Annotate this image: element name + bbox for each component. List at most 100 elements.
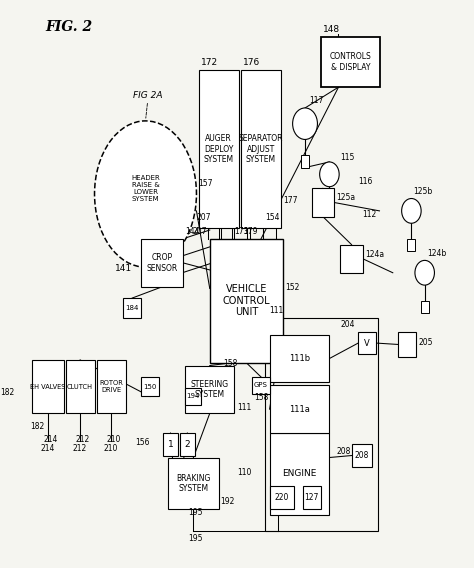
Text: 156: 156 bbox=[136, 438, 150, 447]
Text: 212: 212 bbox=[76, 435, 90, 444]
Text: 111b: 111b bbox=[289, 354, 310, 363]
Circle shape bbox=[401, 198, 421, 223]
Bar bbox=[66, 360, 94, 414]
Bar bbox=[340, 245, 363, 273]
Text: 214: 214 bbox=[41, 444, 55, 453]
Bar bbox=[398, 332, 416, 357]
Bar bbox=[301, 155, 309, 168]
Text: FIG 2A: FIG 2A bbox=[133, 91, 163, 100]
Text: VEHICLE
CONTROL
UNIT: VEHICLE CONTROL UNIT bbox=[222, 284, 270, 318]
Text: 194: 194 bbox=[186, 394, 200, 399]
Text: 110: 110 bbox=[237, 467, 252, 477]
Text: 127: 127 bbox=[304, 493, 319, 502]
Text: 111: 111 bbox=[237, 403, 252, 412]
Circle shape bbox=[415, 260, 435, 285]
Text: 212: 212 bbox=[73, 444, 87, 453]
Bar bbox=[303, 486, 320, 509]
Text: 172: 172 bbox=[201, 59, 218, 68]
Text: 152: 152 bbox=[285, 283, 300, 293]
Text: 220: 220 bbox=[274, 493, 289, 502]
Text: 116: 116 bbox=[358, 177, 373, 186]
Bar bbox=[326, 202, 333, 215]
Text: 124b: 124b bbox=[427, 249, 446, 257]
Text: 192: 192 bbox=[220, 497, 234, 506]
Bar bbox=[33, 360, 64, 414]
Text: 204: 204 bbox=[340, 320, 355, 329]
Text: 208: 208 bbox=[336, 446, 350, 456]
Bar bbox=[185, 388, 201, 405]
Text: 117: 117 bbox=[310, 96, 324, 105]
Circle shape bbox=[319, 162, 339, 187]
Bar bbox=[199, 70, 238, 228]
Text: BRAKING
SYSTEM: BRAKING SYSTEM bbox=[176, 474, 210, 494]
Text: 124a: 124a bbox=[365, 250, 384, 258]
Text: 207: 207 bbox=[196, 213, 211, 222]
Text: CROP
SENSOR: CROP SENSOR bbox=[146, 253, 178, 273]
Bar bbox=[210, 239, 283, 363]
Text: 111a: 111a bbox=[289, 404, 310, 414]
Bar bbox=[163, 433, 178, 456]
Text: 157: 157 bbox=[199, 179, 213, 189]
Text: AUGER
DEPLOY
SYSTEM: AUGER DEPLOY SYSTEM bbox=[203, 134, 234, 164]
Bar bbox=[141, 377, 159, 396]
Text: 154: 154 bbox=[265, 213, 280, 222]
Text: 195: 195 bbox=[189, 534, 203, 543]
Text: 182: 182 bbox=[0, 389, 15, 398]
Text: 1: 1 bbox=[168, 440, 173, 449]
Text: CONTROLS
& DISPLAY: CONTROLS & DISPLAY bbox=[329, 52, 371, 72]
Text: FIG. 2: FIG. 2 bbox=[46, 20, 93, 34]
Text: STEERING
SYSTEM: STEERING SYSTEM bbox=[191, 380, 229, 399]
Text: V: V bbox=[364, 339, 370, 348]
Text: 150: 150 bbox=[143, 383, 156, 390]
Text: 158: 158 bbox=[254, 393, 268, 402]
Bar bbox=[312, 189, 334, 216]
Text: 179: 179 bbox=[243, 227, 257, 236]
Text: 208: 208 bbox=[355, 451, 369, 460]
Text: 125b: 125b bbox=[414, 187, 433, 196]
Text: 158: 158 bbox=[223, 360, 237, 369]
Bar bbox=[241, 70, 281, 228]
Text: 112: 112 bbox=[363, 210, 377, 219]
Bar bbox=[352, 444, 372, 467]
Text: ENGINE: ENGINE bbox=[283, 469, 317, 478]
Bar bbox=[408, 239, 415, 252]
Bar bbox=[185, 366, 234, 414]
Text: 115: 115 bbox=[340, 153, 355, 162]
Bar bbox=[270, 385, 329, 433]
Text: 195: 195 bbox=[189, 508, 203, 517]
Text: 210: 210 bbox=[104, 444, 118, 453]
Bar bbox=[421, 301, 428, 313]
Text: 176: 176 bbox=[243, 59, 260, 68]
Text: GPS: GPS bbox=[254, 382, 268, 389]
Text: 177: 177 bbox=[283, 197, 297, 205]
Bar bbox=[320, 36, 380, 87]
Bar bbox=[168, 458, 219, 509]
Text: 144: 144 bbox=[185, 227, 200, 236]
Text: SEPARATOR
ADJUST
SYSTEM: SEPARATOR ADJUST SYSTEM bbox=[238, 134, 283, 164]
Circle shape bbox=[292, 108, 318, 140]
Text: 184: 184 bbox=[126, 305, 139, 311]
Ellipse shape bbox=[94, 121, 196, 267]
Text: 2: 2 bbox=[184, 440, 190, 449]
Bar bbox=[123, 298, 141, 318]
Bar bbox=[141, 239, 183, 287]
Bar bbox=[265, 318, 378, 532]
Text: HEADER
RAISE &
LOWER
SYSTEM: HEADER RAISE & LOWER SYSTEM bbox=[131, 175, 160, 202]
Text: 173: 173 bbox=[234, 227, 249, 236]
Bar bbox=[252, 377, 270, 394]
Text: 205: 205 bbox=[418, 339, 433, 347]
Text: CLUTCH: CLUTCH bbox=[67, 383, 93, 390]
Bar bbox=[97, 360, 126, 414]
Bar bbox=[270, 486, 294, 509]
Text: 207: 207 bbox=[192, 227, 207, 236]
Text: 125a: 125a bbox=[336, 194, 355, 202]
Text: 111: 111 bbox=[270, 306, 284, 315]
Text: 148: 148 bbox=[323, 25, 340, 34]
Bar bbox=[358, 332, 376, 354]
Text: ROTOR
DRIVE: ROTOR DRIVE bbox=[99, 380, 123, 393]
Text: 214: 214 bbox=[44, 435, 58, 444]
Bar bbox=[180, 433, 195, 456]
Text: 182: 182 bbox=[30, 422, 45, 431]
Bar bbox=[270, 335, 329, 382]
Bar bbox=[270, 433, 329, 515]
